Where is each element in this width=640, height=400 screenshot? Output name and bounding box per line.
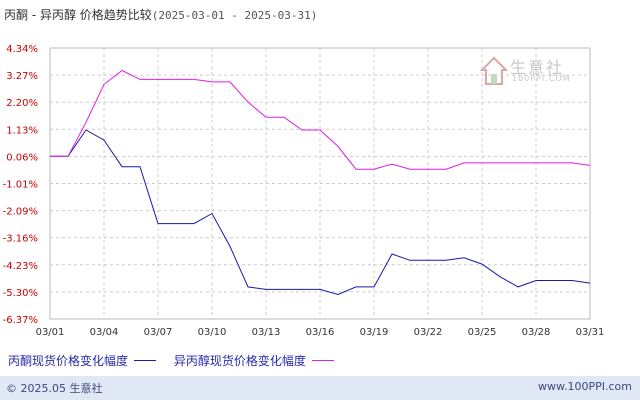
- legend-label-acetone: 丙酮现货价格变化幅度: [8, 354, 129, 368]
- series-line-acetone: [50, 129, 591, 296]
- x-tick-label: 03/28: [522, 327, 551, 338]
- footer-link[interactable]: www.100PPI.com: [538, 380, 632, 393]
- y-axis-ticks: 4.34% 3.27% 2.20% 1.13% 0.06% -1.01% -2.09% -3.…: [3, 44, 38, 326]
- y-tick-label: 0.06%: [6, 152, 38, 163]
- legend-item-isopropanol: 异丙醇现货价格变化幅度: [174, 352, 334, 369]
- chart-grid: [49, 47, 591, 320]
- house-logo-icon: [480, 56, 508, 85]
- x-tick-label: 03/19: [360, 327, 389, 338]
- legend-label-isopropanol: 异丙醇现货价格变化幅度: [173, 354, 306, 368]
- y-tick-label: 1.13%: [6, 125, 38, 136]
- chart-title-range: (2025-03-01 - 2025-03-31): [151, 9, 318, 22]
- legend-swatch-isopropanol: [311, 360, 334, 361]
- watermark-sub: 100PPI.COM: [512, 74, 571, 83]
- chart-series: [50, 69, 591, 296]
- series-line-isopropanol: [50, 69, 591, 170]
- x-axis-ticks: 03/01 03/04 03/07 03/10 03/13 03/16 03/19 03/22…: [36, 327, 605, 338]
- chart-title: 丙酮 - 异丙醇 价格趋势比较(2025-03-01 - 2025-03-31): [4, 6, 317, 23]
- x-tick-label: 03/13: [252, 327, 281, 338]
- copyright-text: © 2025.05 生意社: [6, 382, 103, 395]
- x-tick-label: 03/10: [198, 327, 227, 338]
- x-tick-label: 03/07: [144, 327, 173, 338]
- legend-item-acetone: 丙酮现货价格变化幅度: [8, 352, 157, 369]
- y-tick-label: -5.30%: [3, 288, 38, 299]
- y-tick-label: -2.09%: [3, 207, 38, 218]
- line-chart: 4.34% 3.27% 2.20% 1.13% 0.06% -1.01% -2.09% -3.…: [3, 44, 605, 338]
- y-tick-label: -1.01%: [3, 180, 38, 191]
- footer-bar: [0, 376, 640, 400]
- chart-title-main: 丙酮 - 异丙醇 价格趋势比较: [4, 8, 152, 22]
- y-tick-label: -4.23%: [3, 261, 38, 272]
- y-tick-label: 2.20%: [6, 98, 38, 109]
- chart-legend: 丙酮现货价格变化幅度 异丙醇现货价格变化幅度: [8, 352, 348, 369]
- x-tick-label: 03/01: [36, 327, 65, 338]
- x-tick-label: 03/16: [306, 327, 335, 338]
- x-tick-label: 03/04: [90, 327, 119, 338]
- legend-swatch-acetone: [134, 360, 157, 361]
- x-tick-label: 03/25: [468, 327, 497, 338]
- y-tick-label: -6.37%: [3, 315, 38, 326]
- x-tick-label: 03/22: [414, 327, 443, 338]
- y-tick-label: -3.16%: [3, 234, 38, 245]
- y-tick-label: 4.34%: [6, 44, 38, 55]
- x-tick-label: 03/31: [576, 327, 605, 338]
- y-tick-label: 3.27%: [6, 71, 38, 82]
